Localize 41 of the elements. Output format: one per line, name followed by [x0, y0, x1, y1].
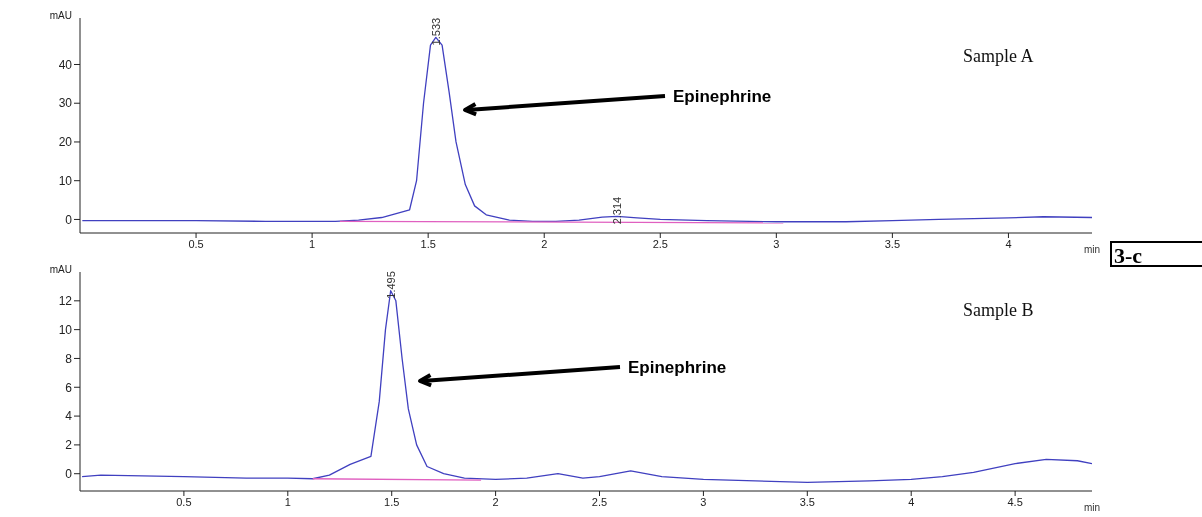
annotation: Epinephrine: [628, 358, 727, 377]
y-axis-title: mAU: [49, 10, 72, 22]
y-tick-label: 0: [65, 466, 73, 481]
x-tick-label: 0.5: [188, 237, 204, 250]
y-tick-label: 10: [58, 322, 73, 337]
y-tick-label: 20: [58, 135, 73, 150]
x-tick-label: 4.5: [1007, 495, 1023, 508]
x-axis-title: min: [1083, 502, 1100, 513]
x-tick-label: 0.5: [176, 495, 192, 508]
y-tick-label: 30: [58, 96, 73, 111]
y-tick-label: 6: [65, 380, 73, 395]
x-tick-label: 3: [700, 495, 707, 508]
x-tick-label: 2.5: [591, 495, 608, 508]
x-tick-label: 2.5: [652, 237, 668, 250]
x-tick-label: 3: [773, 237, 780, 250]
annotation: Sample B: [963, 300, 1034, 321]
x-axis-title: min: [1083, 244, 1100, 255]
x-tick-label: 3.5: [884, 237, 901, 250]
x-tick-label: 3.5: [799, 495, 815, 508]
y-tick-label: 0: [65, 212, 73, 227]
x-tick-label: 1: [309, 237, 316, 250]
y-tick-label: 4: [65, 409, 73, 424]
text: 3-c: [1110, 241, 1202, 268]
annotation: 2.314: [611, 196, 624, 225]
y-tick-label: 10: [58, 173, 73, 188]
x-tick-label: 1.5: [420, 237, 436, 250]
y-tick-label: 2: [65, 438, 73, 453]
y-tick-label: 40: [58, 57, 73, 72]
annotation: 1.533: [429, 17, 442, 46]
x-tick-label: 1: [284, 495, 291, 508]
annotation: Sample A: [963, 46, 1034, 67]
y-axis-title: mAU: [49, 264, 72, 276]
x-tick-label: 1.5: [384, 495, 400, 508]
x-tick-label: 4: [908, 495, 915, 508]
y-tick-label: 12: [58, 294, 73, 309]
x-tick-label: 4: [1005, 237, 1012, 250]
y-tick-label: 8: [65, 351, 73, 366]
annotation: Epinephrine: [673, 87, 772, 106]
x-tick-label: 2: [492, 495, 499, 508]
annotation: 1.495: [384, 271, 397, 299]
x-tick-label: 2: [541, 237, 548, 250]
